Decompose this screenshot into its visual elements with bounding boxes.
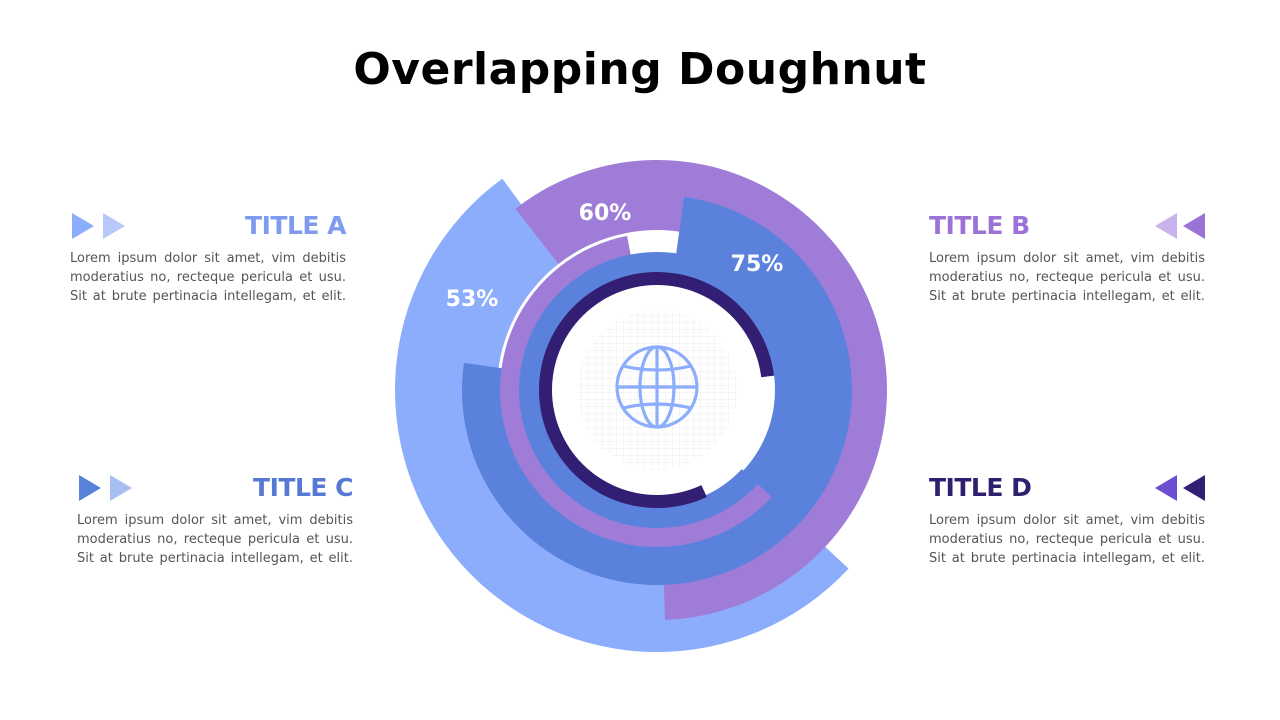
item-a: TITLE A Lorem ipsum dolor sit amet, vim … (70, 211, 347, 306)
item-d: TITLE D Lorem ipsum dolor sit amet, vim … (929, 473, 1205, 568)
double-arrow-left-icon (1155, 475, 1205, 501)
item-a-text: Lorem ipsum dolor sit amet, vim debitis … (70, 251, 346, 304)
page-title: Overlapping Doughnut (353, 44, 927, 95)
item-b-title: TITLE B (929, 211, 1030, 240)
item-c: TITLE C Lorem ipsum dolor sit amet, vim … (77, 473, 354, 568)
double-arrow-right-icon (79, 475, 132, 501)
item-a-title: TITLE A (245, 211, 346, 240)
value-label-1: 53% (446, 287, 499, 312)
item-c-title: TITLE C (253, 473, 353, 502)
value-label-2: 60% (579, 201, 632, 226)
item-d-text: Lorem ipsum dolor sit amet, vim debitis … (929, 513, 1205, 566)
globe-icon (577, 310, 737, 470)
item-d-title: TITLE D (929, 473, 1032, 502)
ring-segment-5 (519, 251, 758, 529)
item-c-text: Lorem ipsum dolor sit amet, vim debitis … (77, 513, 353, 566)
double-arrow-left-icon (1155, 213, 1205, 239)
double-arrow-right-icon (72, 213, 125, 239)
ring-segment-4 (499, 235, 772, 548)
item-b-text: Lorem ipsum dolor sit amet, vim debitis … (929, 251, 1205, 304)
item-b: TITLE B Lorem ipsum dolor sit amet, vim … (929, 211, 1205, 306)
value-label-3: 75% (731, 252, 784, 277)
